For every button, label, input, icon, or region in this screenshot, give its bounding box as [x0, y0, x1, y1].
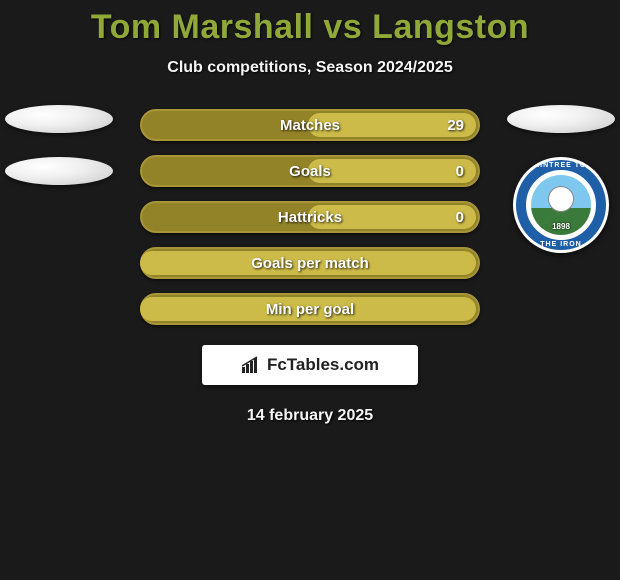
crest-ball-icon	[548, 186, 574, 212]
player-left-badges	[4, 105, 114, 185]
subtitle: Club competitions, Season 2024/2025	[0, 59, 620, 77]
crest-year: 1898	[513, 222, 609, 231]
stat-row-min-per-goal: Min per goal	[140, 293, 480, 325]
stat-label: Hattricks	[278, 209, 342, 226]
stat-fill	[308, 159, 476, 183]
crest-bottom-text: THE IRON	[513, 241, 609, 248]
brand-badge[interactable]: FcTables.com	[202, 345, 418, 385]
crest-top-text: BRAINTREE TOWN	[513, 162, 609, 169]
date-label: 14 february 2025	[0, 407, 620, 425]
stat-row-hattricks: Hattricks 0	[140, 201, 480, 233]
stat-label: Min per goal	[266, 301, 354, 318]
player-left-photo-placeholder	[5, 105, 113, 133]
stat-label: Goals	[289, 163, 331, 180]
stat-row-matches: Matches 29	[140, 109, 480, 141]
page-title: Tom Marshall vs Langston	[0, 8, 620, 47]
player-right-club-crest: BRAINTREE TOWN 1898 THE IRON	[513, 157, 609, 253]
stat-row-goals-per-match: Goals per match	[140, 247, 480, 279]
bar-chart-icon	[241, 356, 263, 374]
comparison-card: Tom Marshall vs Langston Club competitio…	[0, 0, 620, 425]
player-right-photo-placeholder	[507, 105, 615, 133]
player-left-club-placeholder	[5, 157, 113, 185]
stat-label: Goals per match	[251, 255, 369, 272]
stat-value-right: 0	[456, 209, 464, 226]
stat-label: Matches	[280, 117, 340, 134]
brand-text: FcTables.com	[267, 355, 379, 375]
stat-row-goals: Goals 0	[140, 155, 480, 187]
stats-area: BRAINTREE TOWN 1898 THE IRON Matches 29 …	[0, 109, 620, 425]
stat-bars: Matches 29 Goals 0 Hattricks 0 Goals per…	[140, 109, 480, 325]
stat-value-right: 29	[447, 117, 464, 134]
player-right-badges: BRAINTREE TOWN 1898 THE IRON	[506, 105, 616, 253]
stat-value-right: 0	[456, 163, 464, 180]
